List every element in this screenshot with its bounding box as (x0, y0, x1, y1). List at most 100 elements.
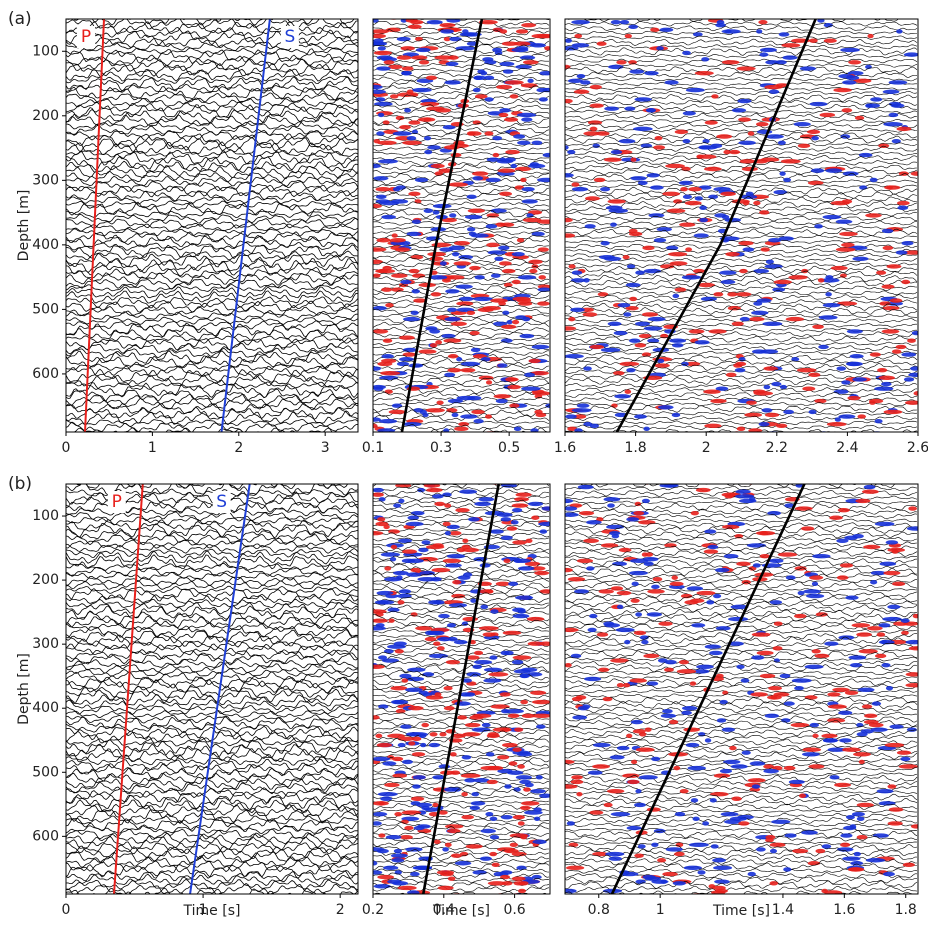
trace-lobe (802, 386, 816, 391)
trace-lobe (701, 57, 710, 62)
trace-lobe (412, 775, 426, 780)
trace (373, 673, 550, 681)
trace-lobe (513, 558, 522, 564)
trace-lobe (443, 685, 453, 691)
trace-lobe (651, 584, 660, 590)
trace-lobe (583, 366, 592, 371)
trace-lobe (570, 307, 585, 313)
trace (66, 611, 358, 625)
trace (373, 825, 550, 834)
trace-lobe (490, 298, 508, 303)
trace-lobe (751, 632, 771, 637)
trace (373, 265, 550, 274)
trace-lobe (375, 186, 391, 192)
trace-lobe (818, 344, 829, 350)
trace-lobe (503, 282, 513, 288)
trace-lobe (415, 47, 431, 53)
trace (66, 181, 358, 192)
trace (565, 200, 918, 209)
trace-lobe (531, 231, 545, 237)
trace (66, 190, 358, 202)
trace-lobe (753, 200, 761, 206)
trace-lobe (373, 33, 387, 39)
trace-lobe (763, 768, 779, 774)
trace-lobe (429, 256, 444, 262)
trace-lobe (397, 538, 412, 543)
trace-lobe (772, 646, 783, 651)
trace-lobe (609, 530, 621, 536)
trace-lobe (453, 241, 470, 246)
trace-lobe (401, 70, 412, 76)
trace-lobe (635, 612, 643, 617)
trace-lobe (835, 247, 856, 252)
trace (565, 715, 918, 723)
arrival-line (400, 19, 484, 432)
trace-lobe (433, 203, 452, 209)
trace-lobe (903, 377, 915, 382)
trace (66, 104, 358, 120)
trace-lobe (848, 60, 862, 65)
trace-lobe (373, 329, 389, 334)
trace-lobe (500, 814, 513, 820)
trace-lobe (697, 870, 706, 875)
trace-lobe (733, 363, 743, 368)
trace-lobe (490, 273, 501, 278)
trace-lobe (394, 811, 403, 817)
trace-lobe (728, 149, 741, 155)
trace (565, 683, 918, 690)
trace-lobe (567, 149, 576, 155)
trace-lobe (877, 367, 888, 373)
trace-lobe (628, 24, 639, 29)
trace (66, 548, 358, 559)
trace (565, 803, 918, 810)
trace-lobe (571, 43, 590, 48)
trace-lobe (394, 649, 404, 654)
trace-lobe (896, 29, 903, 34)
trace-lobe (825, 292, 832, 297)
trace-lobe (392, 699, 409, 705)
trace-lobe (461, 621, 469, 626)
trace-lobe (703, 389, 721, 394)
trace-lobe (423, 484, 441, 488)
trace-lobe (430, 163, 445, 169)
trace-lobe (373, 423, 378, 429)
trace-lobe (715, 673, 724, 679)
y-tick-label: 300 (32, 636, 59, 652)
trace-lobe (536, 219, 550, 224)
series-label: S (284, 27, 295, 47)
trace-lobe (499, 692, 511, 697)
trace-lobe (471, 409, 485, 415)
trace-lobe (391, 273, 408, 278)
trace-lobe (384, 566, 392, 571)
trace-lobe (381, 658, 400, 663)
trace (66, 290, 358, 304)
trace-lobe (469, 265, 481, 271)
trace (66, 63, 358, 78)
trace-lobe (524, 561, 541, 567)
trace (565, 401, 918, 407)
trace (565, 234, 918, 239)
trace-lobe (528, 163, 546, 169)
trace-lobe (610, 149, 623, 155)
trace-lobe (373, 801, 389, 806)
trace-lobe (854, 115, 865, 121)
trace-lobe (482, 632, 496, 637)
trace-lobe (815, 612, 828, 617)
trace (565, 636, 918, 645)
trace-lobe (659, 484, 679, 488)
trace-lobe (454, 861, 472, 866)
trace-lobe (539, 641, 550, 646)
trace (373, 169, 550, 175)
trace-lobe (570, 653, 582, 659)
trace-lobe (501, 881, 513, 886)
trace-lobe (853, 78, 872, 84)
trace-lobe (458, 296, 474, 302)
trace-lobe (393, 848, 403, 854)
trace-lobe (653, 828, 666, 834)
trace-lobe (801, 830, 818, 835)
trace-lobe (874, 521, 895, 527)
trace-lobe (418, 810, 427, 815)
y-tick-label: 500 (32, 764, 59, 780)
trace (565, 608, 918, 618)
trace-lobe (439, 247, 454, 252)
